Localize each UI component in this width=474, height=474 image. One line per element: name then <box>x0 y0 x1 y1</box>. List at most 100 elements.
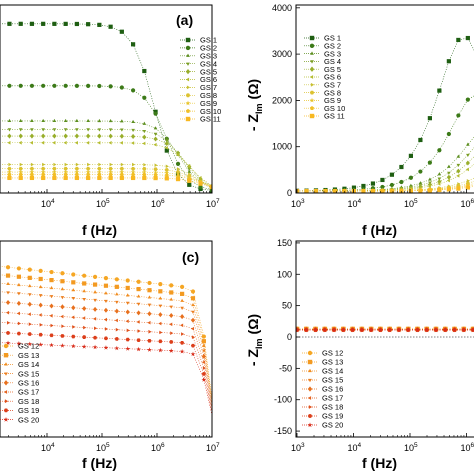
data-point <box>38 342 44 347</box>
data-point <box>136 302 141 306</box>
data-point <box>418 188 423 193</box>
data-point <box>147 347 152 352</box>
data-point <box>201 372 206 376</box>
data-point <box>190 343 196 348</box>
data-point <box>136 338 141 342</box>
data-point <box>85 169 91 175</box>
legend-marker <box>309 66 315 72</box>
data-point <box>63 169 69 175</box>
x-tick-label: 105 <box>404 198 418 209</box>
data-point <box>52 83 57 88</box>
data-point <box>159 330 163 335</box>
data-point <box>17 321 21 326</box>
data-point <box>38 268 43 273</box>
data-point <box>103 336 109 341</box>
data-point <box>169 290 174 295</box>
data-point <box>191 302 195 307</box>
data-point <box>153 167 158 171</box>
data-point <box>6 291 10 295</box>
data-point <box>86 166 91 171</box>
legend-marker <box>308 378 312 383</box>
panel-a-frame <box>0 4 213 194</box>
data-point <box>16 341 22 346</box>
x-tick-label: 105 <box>96 442 110 453</box>
x-tick-label: 107 <box>206 442 220 453</box>
data-point <box>169 297 174 301</box>
data-point <box>63 118 68 123</box>
data-point <box>158 296 163 300</box>
legend-entry: GS 12 <box>18 342 39 351</box>
data-point <box>108 166 113 171</box>
data-point <box>451 327 458 333</box>
data-point <box>7 140 11 145</box>
data-point <box>98 162 102 167</box>
data-point <box>190 296 196 301</box>
data-point <box>180 314 185 320</box>
data-point <box>221 187 224 191</box>
data-point <box>153 172 158 177</box>
legend-entry: GS 20 <box>18 415 39 424</box>
data-point <box>126 328 130 333</box>
data-point <box>119 85 124 90</box>
data-point <box>28 322 32 326</box>
data-point <box>6 320 11 325</box>
data-point <box>96 169 102 175</box>
data-point <box>108 119 113 123</box>
data-point <box>49 333 54 338</box>
data-point <box>153 142 157 147</box>
x-tick-label: 104 <box>41 442 55 453</box>
legend-entry: GS 17 <box>18 388 39 397</box>
data-point <box>175 177 181 182</box>
data-point <box>125 337 130 342</box>
data-point <box>108 175 113 181</box>
data-point <box>409 183 413 187</box>
data-point <box>97 166 102 171</box>
data-point <box>120 119 124 123</box>
data-point <box>7 21 12 26</box>
data-point <box>377 327 384 333</box>
data-point <box>92 282 98 287</box>
data-point <box>213 418 217 422</box>
panel-c-x-axis-label: f (Hz) <box>82 455 117 471</box>
data-point <box>213 424 217 428</box>
data-point <box>389 172 395 177</box>
data-point <box>70 343 76 349</box>
data-point <box>16 266 22 271</box>
data-point <box>191 310 195 314</box>
panel-c-label: (c) <box>182 249 199 265</box>
data-point <box>221 187 225 191</box>
data-point <box>187 169 192 173</box>
data-point <box>97 175 102 181</box>
data-point <box>349 327 356 333</box>
panel-d-y-label-sub: Im <box>254 338 264 349</box>
data-point <box>18 83 23 88</box>
data-point <box>142 172 147 177</box>
data-point <box>52 118 57 123</box>
data-point <box>103 283 109 288</box>
data-point <box>351 189 357 193</box>
data-point <box>92 317 97 321</box>
data-point <box>212 425 217 430</box>
data-point <box>190 317 196 323</box>
data-point <box>456 174 460 178</box>
data-point <box>427 188 432 193</box>
data-point <box>30 118 34 123</box>
data-point <box>52 133 57 139</box>
data-point <box>158 312 163 318</box>
legend-entry: GS 11 <box>324 112 345 121</box>
series-line-gs-18 <box>0 321 212 413</box>
data-point <box>222 188 225 192</box>
data-point <box>71 280 76 285</box>
legend-marker <box>310 82 315 87</box>
data-point <box>125 319 129 324</box>
x-tick-label: 107 <box>206 198 220 209</box>
data-point <box>169 283 174 288</box>
series-line-gs-14 <box>0 282 212 405</box>
data-point <box>142 175 147 181</box>
panel-b-marks <box>296 35 474 193</box>
legend-entry: GS 9 <box>200 99 217 108</box>
data-point <box>29 133 35 139</box>
data-point <box>38 285 43 289</box>
